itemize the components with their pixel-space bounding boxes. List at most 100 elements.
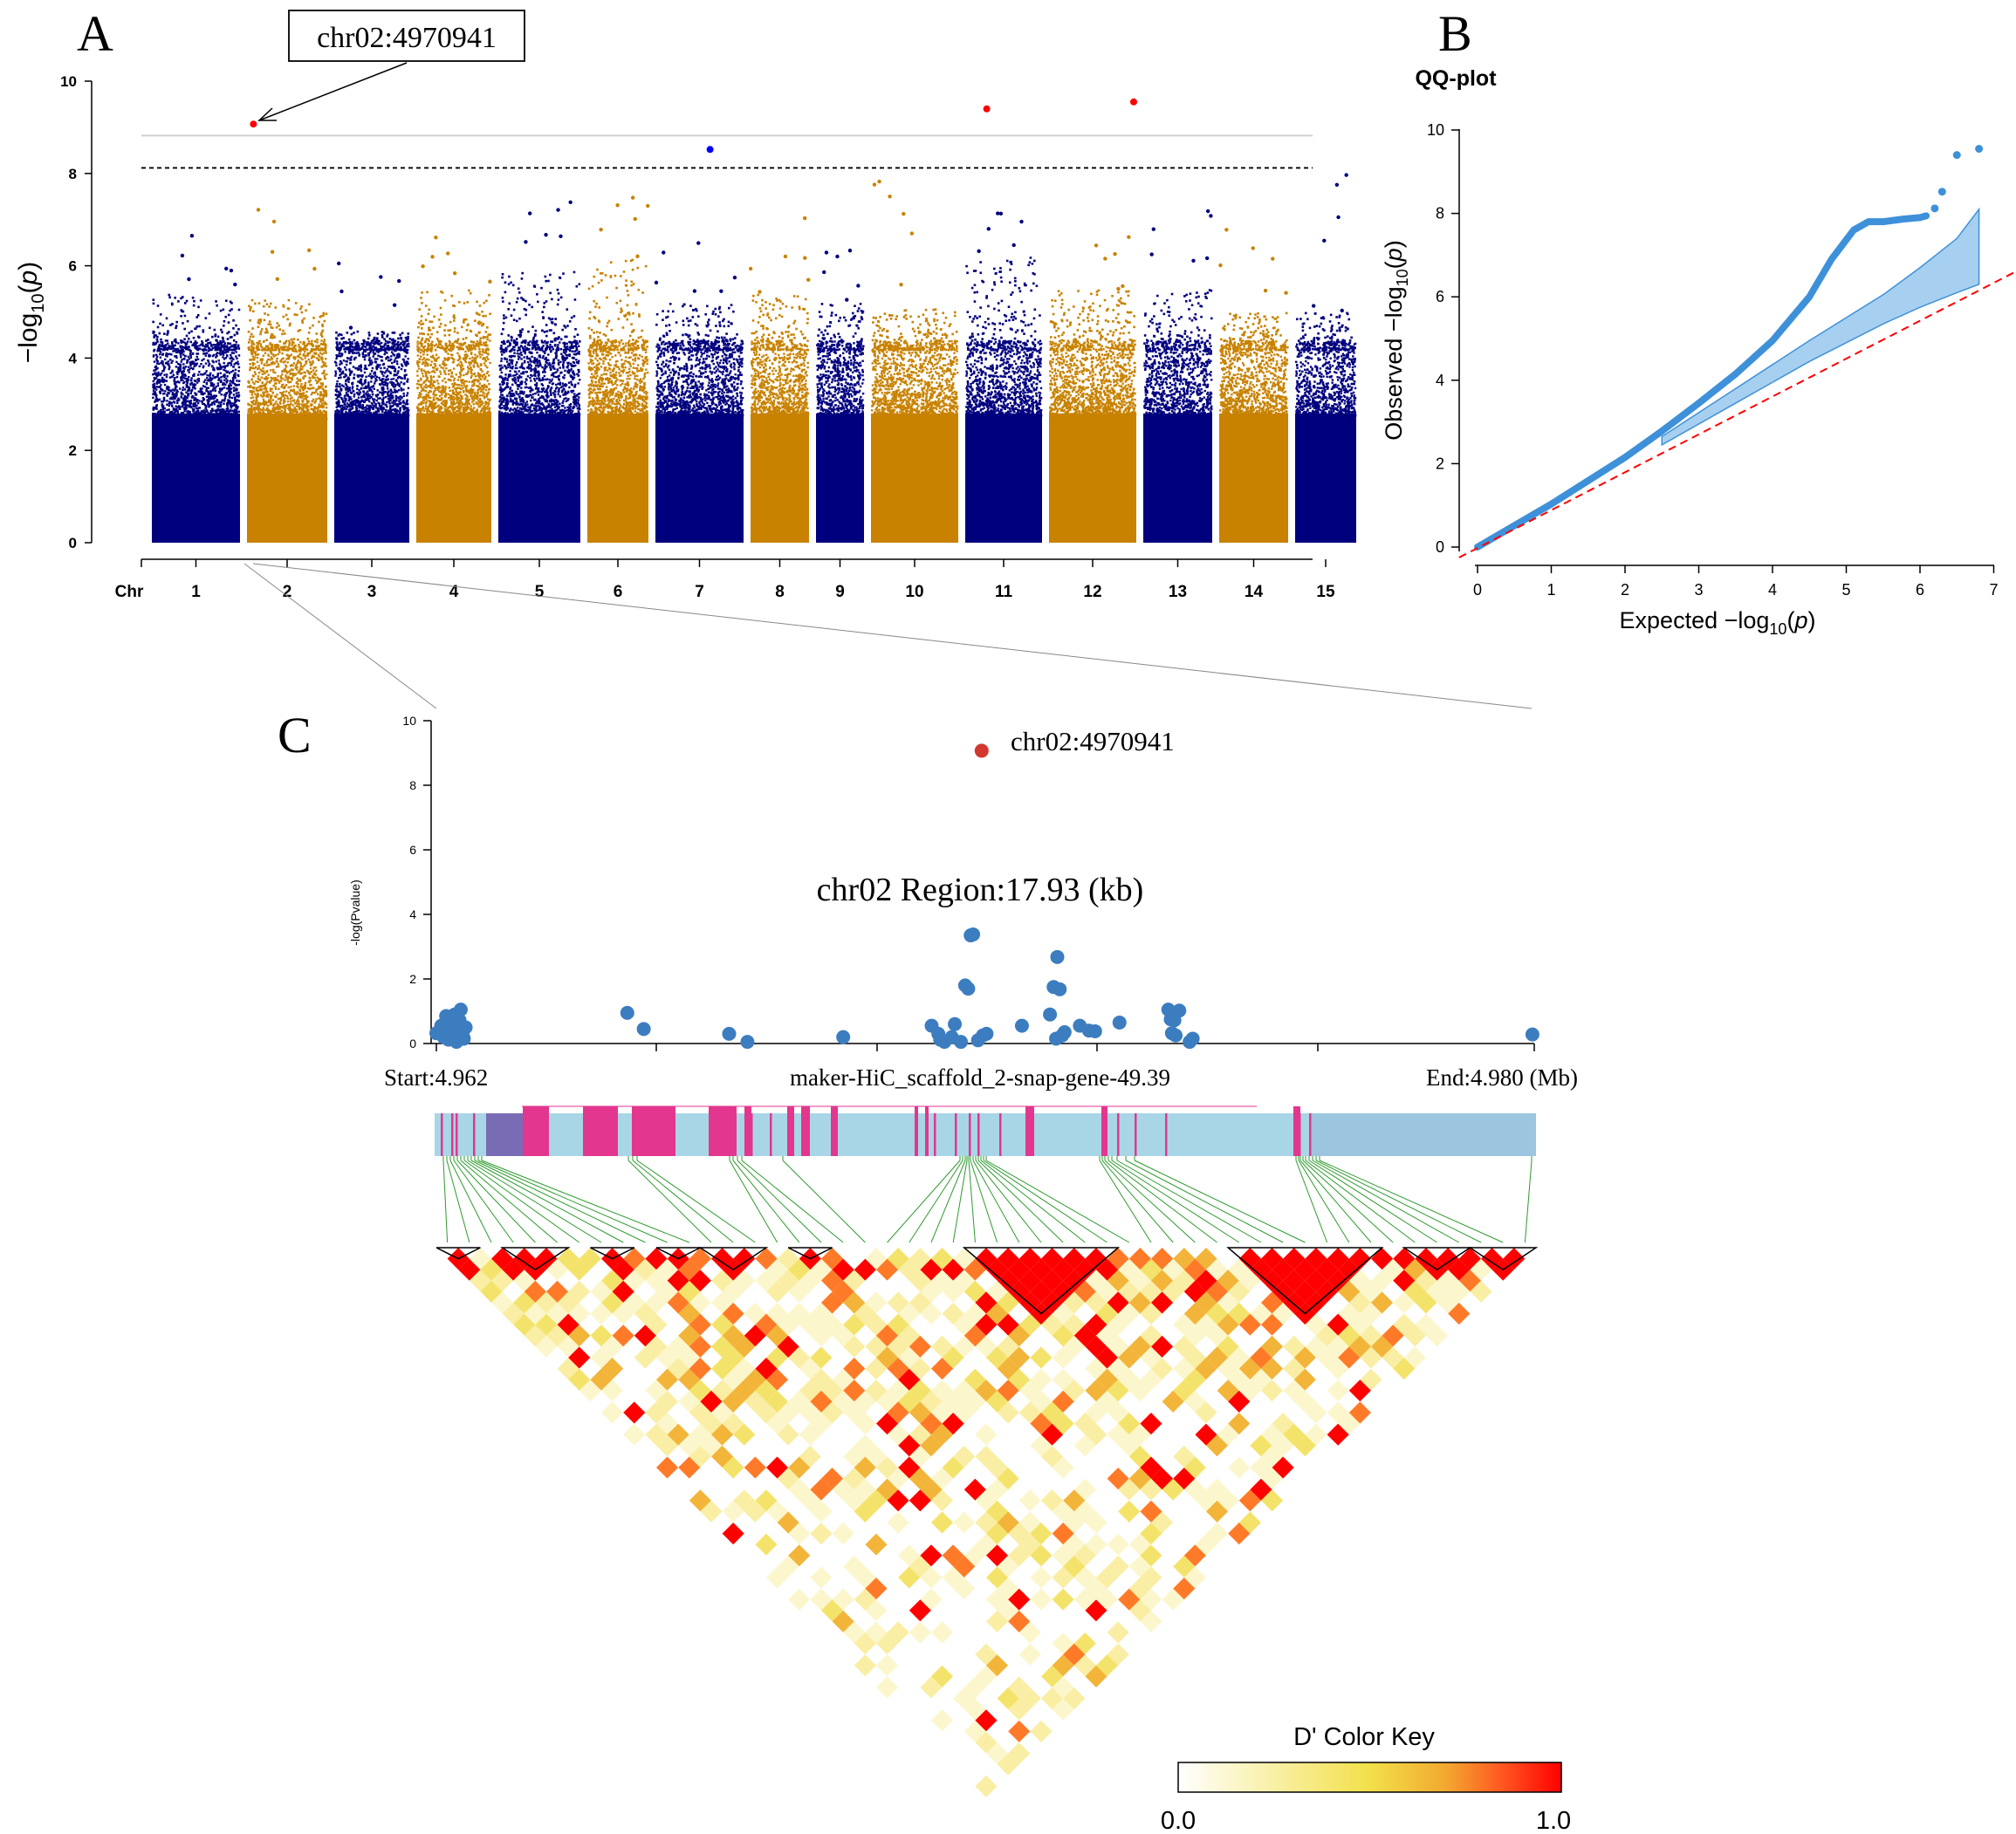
snp-point	[161, 415, 164, 419]
snp-point	[225, 381, 228, 384]
snp-point	[171, 341, 174, 344]
snp-point	[305, 417, 308, 420]
snp-point	[271, 410, 274, 414]
snp-point	[186, 410, 189, 414]
snp-point	[320, 411, 324, 414]
snp-point	[201, 359, 203, 362]
snp-point	[175, 340, 177, 343]
snp-point	[347, 399, 350, 402]
snp-point	[381, 386, 385, 389]
snp-point	[322, 414, 326, 416]
snp-point	[153, 336, 156, 339]
snp-point	[293, 407, 296, 409]
snp-point	[227, 370, 230, 373]
snp-point	[271, 343, 274, 346]
snp-point	[348, 368, 351, 371]
snp-point	[401, 415, 405, 418]
chromosome-bulk	[416, 413, 491, 543]
snp-point	[367, 381, 370, 384]
snp-point	[215, 394, 218, 397]
snp-point	[195, 412, 197, 414]
snp-point	[381, 380, 384, 384]
snp-point	[348, 387, 352, 389]
snp-point	[351, 386, 354, 388]
snp-point	[195, 416, 198, 419]
snp-point	[388, 402, 391, 405]
snp-point	[398, 385, 401, 387]
snp-point	[363, 414, 366, 418]
snp-point	[184, 400, 188, 402]
snp-point	[223, 382, 225, 385]
snp-point	[264, 372, 266, 375]
snp-point	[235, 394, 238, 398]
snp-point	[321, 329, 325, 332]
chromosome-columns	[152, 173, 1357, 543]
snp-point	[256, 353, 259, 356]
snp-point	[158, 362, 161, 366]
snp-point	[392, 377, 395, 380]
snp-point	[299, 407, 302, 409]
snp-point	[157, 347, 160, 351]
snp-point	[234, 376, 237, 380]
snp-point	[189, 366, 193, 370]
snp-point	[311, 403, 313, 406]
snp-point	[169, 359, 172, 361]
snp-point	[396, 356, 399, 359]
snp-point	[306, 354, 309, 357]
snp-point	[360, 396, 363, 399]
snp-point	[251, 414, 255, 417]
snp-point	[310, 393, 313, 396]
snp-point	[192, 361, 195, 364]
snp-point	[295, 393, 298, 396]
snp-point	[176, 406, 179, 409]
snp-point	[169, 411, 172, 414]
snp-point	[209, 416, 213, 420]
snp-point	[159, 380, 162, 383]
snp-point	[402, 392, 405, 395]
snp-point	[343, 394, 346, 397]
snp-point	[295, 350, 298, 353]
snp-point	[223, 344, 226, 346]
snp-point	[157, 410, 161, 413]
snp-point	[297, 398, 299, 401]
snp-point	[174, 355, 176, 358]
snp-point	[345, 417, 347, 420]
snp-point	[307, 370, 310, 373]
snp-point	[388, 394, 392, 397]
snp-point	[372, 414, 374, 416]
snp-point	[233, 344, 236, 346]
snp-point	[296, 412, 298, 414]
snp-point	[293, 390, 296, 393]
snp-point	[274, 347, 278, 351]
snp-point	[403, 407, 407, 409]
snp-point	[315, 388, 318, 391]
snp-point	[281, 373, 284, 376]
snp-point	[320, 402, 324, 405]
snp-point	[247, 408, 250, 411]
snp-point	[335, 385, 338, 388]
snp-point	[323, 417, 326, 420]
snp-point	[251, 362, 254, 365]
snp-point	[287, 298, 291, 302]
snp-point	[264, 413, 266, 415]
snp-point	[203, 386, 207, 388]
snp-point	[400, 417, 403, 421]
snp-point	[358, 354, 360, 357]
snp-point	[230, 371, 233, 373]
snp-point	[168, 400, 171, 403]
snp-point	[405, 352, 408, 354]
snp-point	[386, 345, 388, 347]
snp-point	[228, 372, 231, 374]
snp-point	[163, 373, 166, 376]
snp-point	[206, 373, 209, 377]
snp-point	[308, 303, 311, 306]
snp-point	[254, 366, 257, 368]
snp-point	[385, 412, 387, 415]
snp-point	[194, 362, 196, 366]
snp-point	[161, 376, 164, 380]
snp-point	[319, 347, 323, 351]
snp-point	[280, 358, 284, 361]
snp-point	[162, 410, 165, 413]
snp-point	[198, 365, 201, 368]
snp-point	[299, 350, 302, 352]
